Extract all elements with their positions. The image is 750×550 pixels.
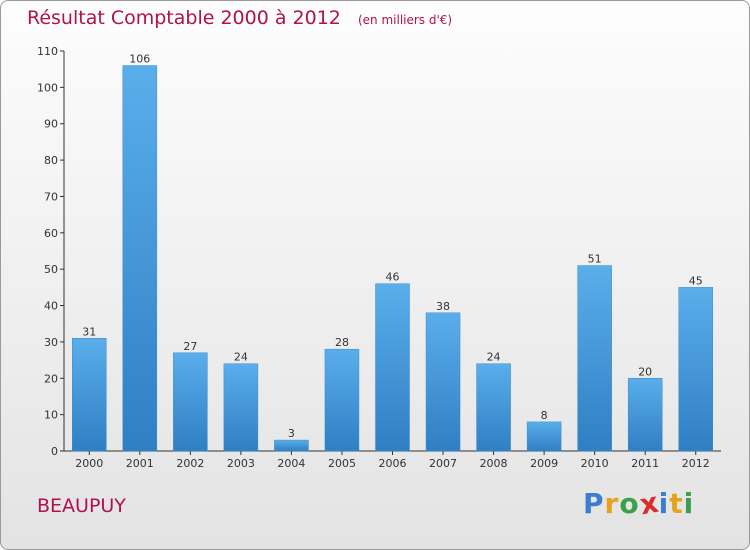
logo-letter: o [619, 487, 640, 520]
y-tick-label: 60 [44, 227, 58, 240]
x-tick-label: 2003 [227, 457, 255, 470]
data-label: 24 [487, 351, 501, 364]
bar-2005 [324, 348, 360, 452]
y-tick-label: 80 [44, 154, 58, 167]
y-tick-label: 110 [37, 45, 58, 58]
bar-2009 [526, 421, 562, 452]
data-label: 28 [335, 336, 349, 349]
x-tick-label: 2011 [631, 457, 659, 470]
chart-title: Résultat Comptable 2000 à 2012 [27, 7, 341, 29]
logo-letter: t [669, 487, 684, 520]
x-tick-label: 2004 [277, 457, 305, 470]
y-tick-label: 40 [44, 300, 58, 313]
logo-letter: i [658, 487, 670, 520]
bar-2000 [72, 338, 107, 452]
x-tick-label: 2005 [328, 457, 356, 470]
y-tick-label: 0 [51, 445, 58, 458]
bar-2012 [678, 287, 713, 452]
bar-2004 [274, 439, 309, 452]
y-tick-label: 50 [44, 263, 58, 276]
data-label: 106 [129, 53, 150, 66]
data-label: 24 [234, 351, 248, 364]
logo-letter: r [604, 487, 620, 520]
x-tick-label: 2010 [581, 457, 609, 470]
x-tick-label: 2002 [176, 457, 204, 470]
logo-letter: i [683, 487, 695, 520]
data-label: 8 [541, 409, 548, 422]
data-label: 51 [588, 253, 602, 266]
chart-title-group: Résultat Comptable 2000 à 2012 (en milli… [27, 7, 452, 29]
commune-name: BEAUPUY [37, 495, 126, 517]
data-label: 46 [386, 271, 400, 284]
y-tick-label: 20 [44, 372, 58, 385]
data-label: 38 [436, 300, 450, 313]
bar-2006 [375, 283, 410, 452]
y-tick-label: 100 [37, 81, 58, 94]
x-tick-label: 2008 [480, 457, 508, 470]
chart-subtitle: (en milliers d'€) [357, 13, 453, 27]
bar-2002 [173, 352, 208, 452]
data-label: 20 [638, 365, 652, 378]
x-tick-label: 2006 [379, 457, 407, 470]
data-label: 45 [689, 274, 703, 287]
y-tick-label: 30 [44, 336, 58, 349]
bar-2008 [476, 363, 511, 452]
x-tick-label: 2000 [75, 457, 103, 470]
bar-2007 [425, 312, 461, 452]
logo-letter: P [583, 487, 605, 520]
y-tick-label: 70 [44, 190, 58, 203]
data-label: 3 [288, 427, 295, 440]
bar-2011 [627, 378, 663, 452]
proxiti-logo[interactable]: Proxiti [583, 486, 695, 522]
bar-2001 [122, 65, 158, 452]
data-label: 31 [82, 325, 96, 338]
data-label: 27 [183, 340, 197, 353]
x-tick-label: 2001 [126, 457, 154, 470]
x-tick-label: 2009 [530, 457, 558, 470]
y-tick-label: 10 [44, 409, 58, 422]
bar-2010 [577, 265, 612, 452]
y-tick-label: 90 [44, 118, 58, 131]
x-tick-label: 2012 [682, 457, 710, 470]
bar-2003 [223, 363, 259, 452]
x-tick-label: 2007 [429, 457, 457, 470]
